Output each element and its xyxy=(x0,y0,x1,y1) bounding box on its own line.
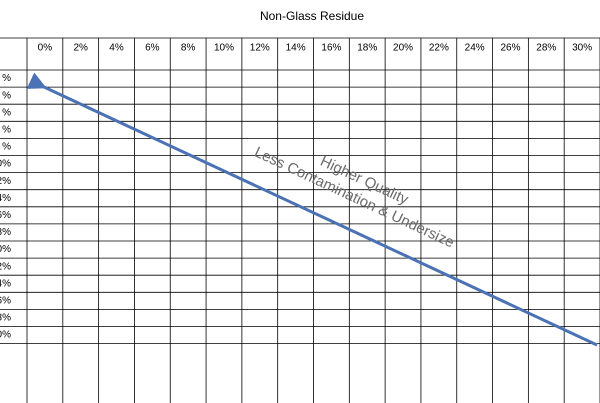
column-header: 12% xyxy=(250,43,270,54)
row-label: 8% xyxy=(0,313,11,324)
column-header: 22% xyxy=(429,43,449,54)
row-label: % xyxy=(2,73,11,84)
row-label: 2% xyxy=(0,261,11,272)
row-label: % xyxy=(2,107,11,118)
column-header: 14% xyxy=(286,43,306,54)
row-label: 8% xyxy=(0,227,11,238)
grid: 0% 2% 4% 6% 8% 10% 12% 14% 16% 18% 20% 22% 24% 26% 28%… xyxy=(0,37,600,403)
row-label: 4% xyxy=(0,193,11,204)
row-label: 0% xyxy=(0,244,11,255)
column-header: 28% xyxy=(536,43,556,54)
row-label: 6% xyxy=(0,210,11,221)
row-label: 2% xyxy=(0,176,11,187)
row-label: % xyxy=(2,90,11,101)
row-label: % xyxy=(2,124,11,135)
row-label: 6% xyxy=(0,295,11,306)
column-header: 10% xyxy=(214,43,234,54)
row-label: 0% xyxy=(0,159,11,170)
column-header: 24% xyxy=(465,43,485,54)
column-header: 18% xyxy=(357,43,377,54)
column-header: 30% xyxy=(572,43,592,54)
row-label: % xyxy=(2,142,11,153)
column-header: 16% xyxy=(321,43,341,54)
column-header: 26% xyxy=(500,43,520,54)
column-header: 20% xyxy=(393,43,413,54)
column-header: 2% xyxy=(73,43,88,54)
column-header: 6% xyxy=(145,43,160,54)
column-header: 4% xyxy=(109,43,124,54)
table-title: Non-Glass Residue xyxy=(260,9,364,23)
column-header: 0% xyxy=(38,43,53,54)
column-header: 8% xyxy=(181,43,196,54)
row-label: 4% xyxy=(0,278,11,289)
row-label: 0% xyxy=(0,330,11,341)
arrow xyxy=(26,72,598,347)
